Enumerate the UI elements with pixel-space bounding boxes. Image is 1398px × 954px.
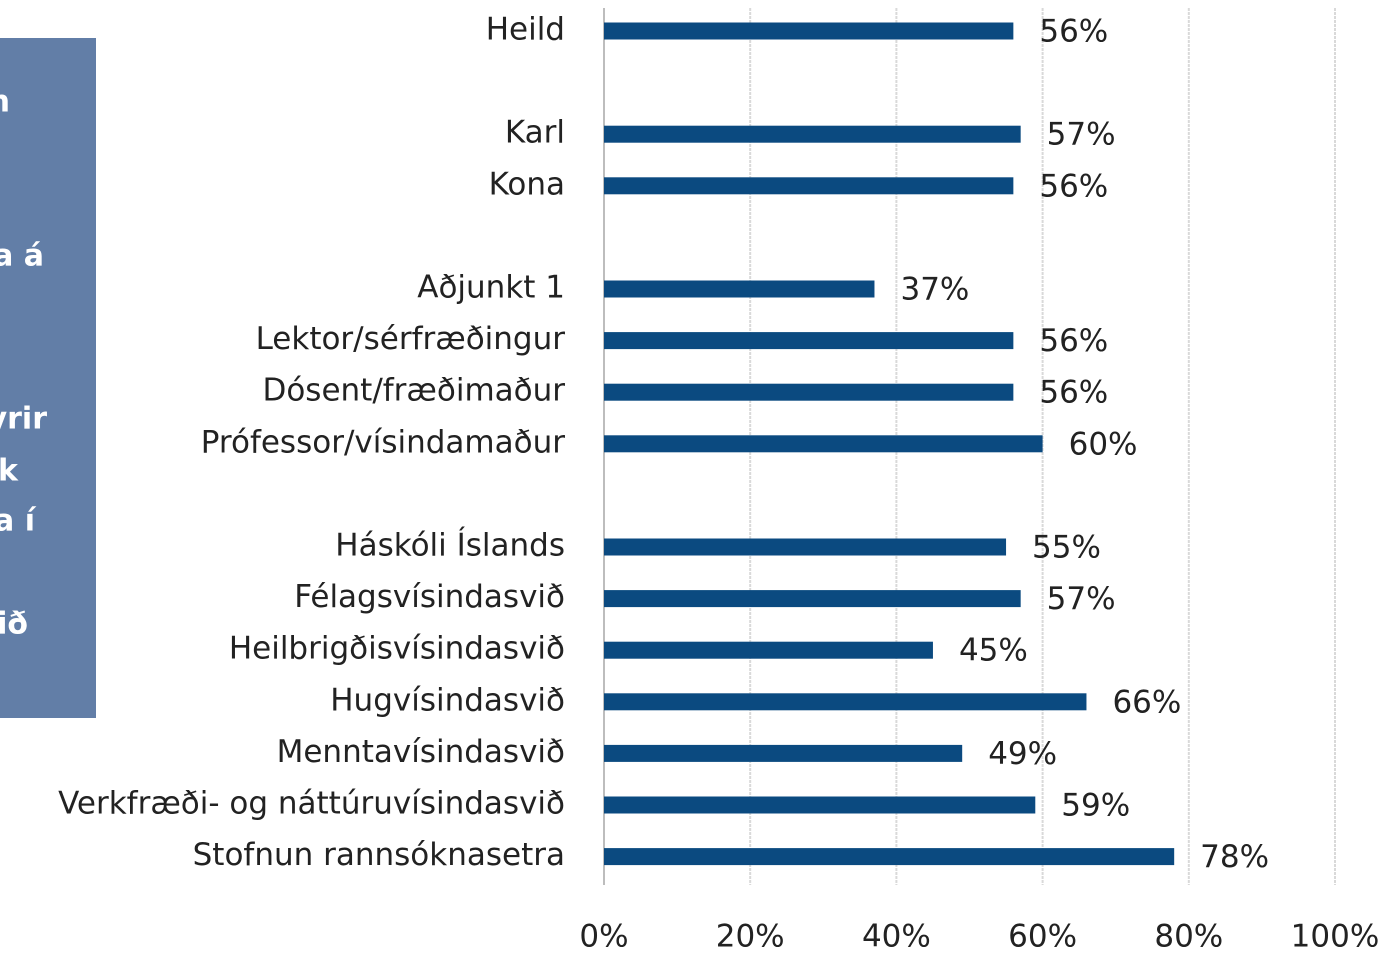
value-label: 57% [1047,581,1116,617]
value-label: 49% [988,736,1057,772]
x-tick-label: 80% [1154,919,1223,954]
y-tick-label: Stofnun rannsóknasetra [193,837,565,873]
bar [604,590,1021,608]
value-label: 45% [959,633,1028,669]
bar [604,177,1014,195]
y-tick-label: Dósent/fræðimaður [262,373,565,409]
value-label: 60% [1069,426,1138,462]
y-tick-label: Verkfræði- og náttúruvísindasvið [58,786,565,822]
panel-background [0,38,96,718]
panel-text: k [0,454,19,489]
panel-text: yrir [0,402,47,437]
value-label: 66% [1112,684,1181,720]
y-tick-label: Heild [486,12,565,48]
y-tick-label: Lektor/sérfræðingur [256,321,566,357]
bar [604,435,1043,453]
value-label: 57% [1047,117,1116,153]
bar [604,332,1014,350]
y-tick-label: Félagsvísindasvið [294,579,565,615]
bar [604,125,1021,143]
value-label: 56% [1039,375,1108,411]
value-label: 56% [1039,14,1108,50]
value-label: 55% [1032,530,1101,566]
bar [604,796,1036,814]
y-tick-label: Aðjunkt 1 [417,270,565,306]
bar [604,744,963,762]
y-tick-label: Heilbrigðisvísindasvið [229,631,565,667]
x-tick-label: 100% [1291,919,1380,954]
bar [604,280,875,298]
bar [604,693,1087,711]
x-tick-label: 0% [579,919,628,954]
panel-text: a í [0,504,37,539]
panel-text: ið [0,607,28,642]
bar [604,383,1014,401]
y-tick-label: Háskóli Íslands [335,528,565,564]
bar [604,538,1007,556]
bar [604,641,933,659]
x-tick-label: 60% [1008,919,1077,954]
value-label: 59% [1061,788,1130,824]
y-tick-label: Hugvísindasvið [330,682,565,718]
value-label: 56% [1039,323,1108,359]
value-label: 78% [1200,839,1269,875]
y-tick-label: Kona [489,166,565,202]
y-tick-label: Karl [505,115,565,151]
panel-text: a á [0,239,44,274]
bar [604,22,1014,40]
value-label: 37% [900,272,969,308]
panel-text: n [0,85,10,120]
y-tick-label: Prófessor/vísindamaður [201,424,565,460]
x-tick-label: 40% [862,919,931,954]
x-tick-label: 20% [716,919,785,954]
side-panel: n a á yrir k a í ið [0,38,96,718]
value-label: 56% [1039,168,1108,204]
y-tick-label: Menntavísindasvið [277,734,565,770]
bar [604,848,1175,866]
